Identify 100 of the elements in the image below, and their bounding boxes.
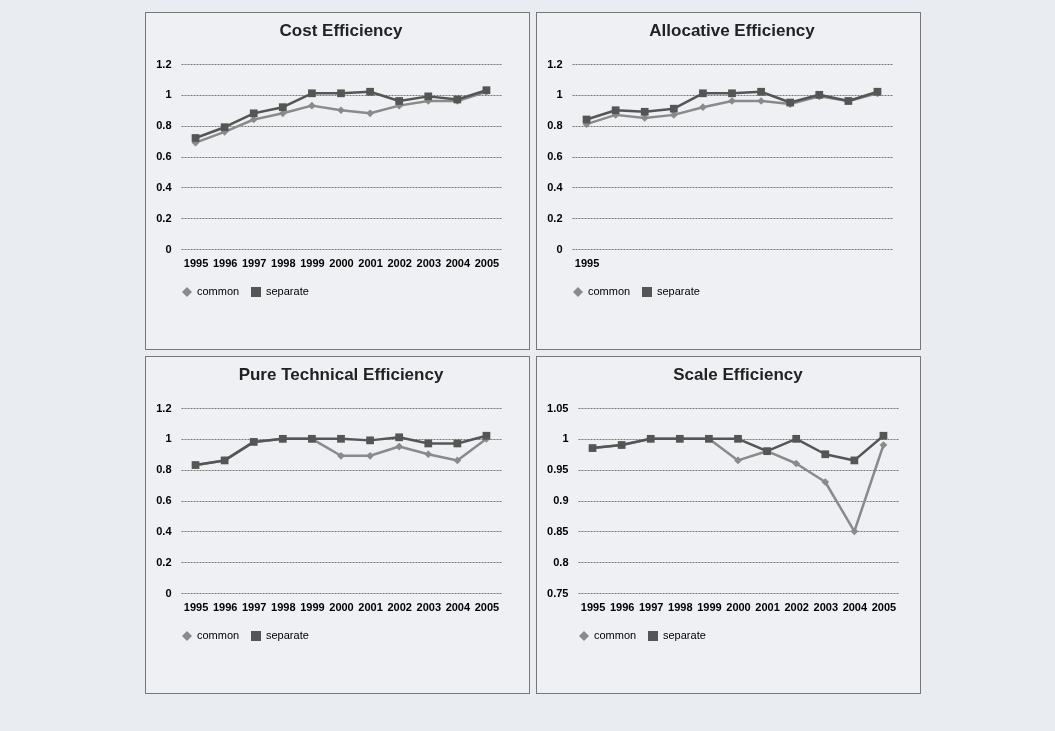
y-tick-label: 0.95 bbox=[547, 463, 569, 476]
y-tick-label: 0.9 bbox=[553, 494, 569, 506]
x-tick-label: 2001 bbox=[358, 600, 383, 613]
point bbox=[424, 92, 433, 101]
point bbox=[640, 107, 649, 116]
point bbox=[728, 89, 736, 98]
point bbox=[278, 103, 287, 112]
point bbox=[220, 123, 229, 132]
x-tick-label: 1999 bbox=[300, 600, 325, 613]
y-tick-label: 0.4 bbox=[156, 180, 173, 193]
y-tick-label: 0.2 bbox=[156, 555, 172, 568]
y-tick-label: 0.85 bbox=[547, 524, 569, 537]
x-tick-label: 2005 bbox=[871, 600, 897, 613]
y-tick-label: 0 bbox=[165, 242, 172, 255]
y-tick-label: 0 bbox=[165, 586, 172, 599]
legend-label: common bbox=[588, 285, 631, 297]
x-tick-label: 2001 bbox=[358, 256, 383, 269]
chart-title: Scale Efficiency bbox=[673, 365, 804, 384]
x-tick-label: 1996 bbox=[212, 256, 238, 269]
y-tick-label: 0.6 bbox=[156, 150, 172, 162]
x-tick-label: 2000 bbox=[329, 256, 354, 269]
legend-label: separate bbox=[657, 285, 700, 297]
point bbox=[821, 478, 830, 486]
point bbox=[395, 97, 404, 105]
y-tick-label: 0 bbox=[556, 242, 563, 255]
x-tick-label: 2002 bbox=[784, 600, 809, 613]
chart-title: Cost Efficiency bbox=[279, 21, 403, 40]
x-tick-label: 2003 bbox=[416, 256, 442, 269]
point bbox=[366, 109, 374, 118]
legend-label: separate bbox=[663, 629, 706, 641]
point bbox=[453, 439, 462, 448]
x-tick-label: 2003 bbox=[416, 600, 442, 613]
point bbox=[395, 433, 404, 442]
x-tick-label: 1995 bbox=[183, 600, 209, 613]
x-tick-label: 2005 bbox=[474, 600, 500, 613]
point bbox=[669, 104, 678, 113]
point bbox=[308, 89, 316, 98]
point bbox=[366, 87, 374, 96]
x-tick-label: 2003 bbox=[813, 600, 839, 613]
y-tick-label: 1 bbox=[556, 88, 563, 101]
legend-label: separate bbox=[266, 285, 309, 297]
x-tick-label: 1997 bbox=[241, 256, 267, 269]
point bbox=[395, 442, 404, 451]
y-tick-label: 1 bbox=[562, 432, 569, 445]
x-tick-label: 2002 bbox=[387, 600, 412, 613]
y-tick-label: 0.8 bbox=[156, 119, 172, 132]
y-tick-label: 0.75 bbox=[547, 586, 569, 599]
point bbox=[734, 434, 742, 443]
legend-label: common bbox=[197, 285, 240, 297]
y-tick-label: 1 bbox=[165, 88, 172, 101]
legend-label: separate bbox=[266, 629, 309, 641]
point bbox=[850, 456, 859, 465]
x-tick-label: 1995 bbox=[183, 256, 209, 269]
point bbox=[699, 103, 707, 112]
x-tick-label: 2001 bbox=[755, 600, 780, 613]
legend-label: common bbox=[197, 629, 240, 641]
chart-title: Pure Technical Efficiency bbox=[238, 365, 444, 384]
chart-title: Allocative Efficiency bbox=[649, 21, 816, 40]
x-tick-label: 1999 bbox=[697, 600, 722, 613]
x-tick-label: 2004 bbox=[445, 256, 471, 269]
y-tick-label: 1 bbox=[165, 432, 172, 445]
point bbox=[366, 451, 374, 460]
legend-label: common bbox=[594, 629, 637, 641]
x-tick-label: 2005 bbox=[474, 256, 500, 269]
point bbox=[424, 439, 433, 448]
x-tick-label: 1995 bbox=[574, 256, 600, 269]
x-tick-label: 1997 bbox=[241, 600, 267, 613]
x-tick-label: 2002 bbox=[387, 256, 412, 269]
point bbox=[191, 134, 200, 142]
point bbox=[337, 89, 345, 98]
y-tick-label: 0.8 bbox=[553, 555, 569, 568]
point bbox=[821, 450, 830, 459]
y-tick-label: 1.05 bbox=[547, 401, 569, 414]
point bbox=[308, 101, 316, 110]
point bbox=[699, 89, 707, 98]
point bbox=[453, 456, 462, 465]
point bbox=[366, 436, 374, 445]
y-tick-label: 1.2 bbox=[156, 401, 172, 414]
point bbox=[757, 87, 765, 96]
x-tick-label: 1998 bbox=[271, 256, 296, 269]
y-tick-label: 0.4 bbox=[156, 524, 173, 537]
point bbox=[249, 109, 258, 118]
x-tick-label: 1995 bbox=[580, 600, 606, 613]
x-tick-label: 1997 bbox=[638, 600, 664, 613]
x-tick-label: 1999 bbox=[300, 256, 325, 269]
point bbox=[792, 459, 801, 468]
y-tick-label: 1.2 bbox=[547, 57, 563, 70]
x-tick-label: 1996 bbox=[212, 600, 238, 613]
point bbox=[879, 431, 888, 440]
x-tick-label: 2000 bbox=[726, 600, 751, 613]
y-tick-label: 0.2 bbox=[547, 211, 563, 224]
y-tick-label: 0.2 bbox=[156, 211, 172, 224]
point bbox=[879, 441, 888, 449]
x-tick-label: 1998 bbox=[668, 600, 693, 613]
point bbox=[611, 106, 620, 115]
y-tick-label: 0.8 bbox=[547, 119, 563, 132]
x-tick-label: 1996 bbox=[609, 600, 635, 613]
y-tick-label: 0.8 bbox=[156, 463, 172, 476]
point bbox=[337, 451, 345, 460]
point bbox=[337, 106, 345, 115]
